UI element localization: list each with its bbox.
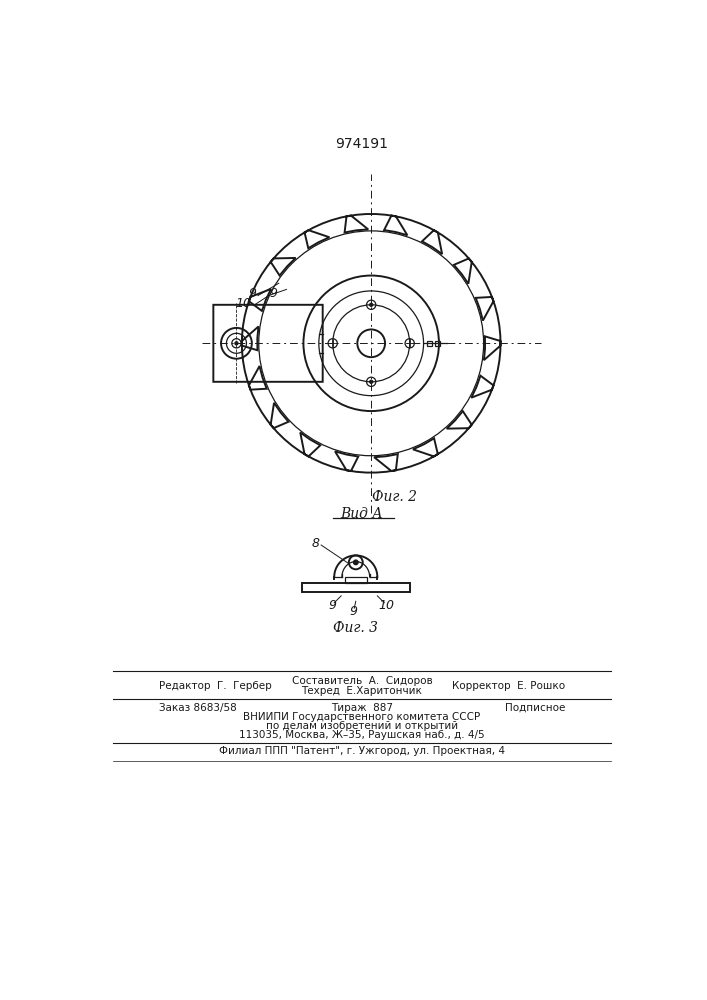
Text: Заказ 8683/58: Заказ 8683/58 <box>160 703 237 713</box>
Text: Составитель  А.  Сидоров: Составитель А. Сидоров <box>291 676 432 686</box>
Text: Техред  Е.Харитончик: Техред Е.Харитончик <box>301 686 422 696</box>
Text: 10: 10 <box>378 599 395 612</box>
Text: 974191: 974191 <box>335 137 388 151</box>
Circle shape <box>235 342 238 345</box>
Text: Вид А: Вид А <box>341 507 383 521</box>
Text: Фиг. 2: Фиг. 2 <box>372 490 417 504</box>
Text: 10: 10 <box>236 297 252 310</box>
Text: Редактор  Г.  Гербер: Редактор Г. Гербер <box>160 681 272 691</box>
Circle shape <box>370 303 373 306</box>
Circle shape <box>370 380 373 383</box>
Text: 113035, Москва, Ж–35, Раушская наб., д. 4/5: 113035, Москва, Ж–35, Раушская наб., д. … <box>239 730 485 740</box>
Text: Подписное: Подписное <box>505 703 565 713</box>
Circle shape <box>354 560 358 565</box>
Text: Тираж  887: Тираж 887 <box>331 703 393 713</box>
Text: 9: 9 <box>269 287 278 300</box>
Text: 9: 9 <box>248 287 257 300</box>
Text: 9: 9 <box>349 605 358 618</box>
Text: 9: 9 <box>329 599 337 612</box>
Text: Филиал ППП "Патент", г. Ужгород, ул. Проектная, 4: Филиал ППП "Патент", г. Ужгород, ул. Про… <box>219 746 505 756</box>
Text: ВНИИПИ Государственного комитета СССР: ВНИИПИ Государственного комитета СССР <box>243 712 481 722</box>
Text: по делам изобретений и открытий: по делам изобретений и открытий <box>266 721 458 731</box>
Text: Фиг. 3: Фиг. 3 <box>333 621 378 635</box>
Text: 8: 8 <box>312 537 320 550</box>
Text: Корректор  Е. Рошко: Корректор Е. Рошко <box>452 681 565 691</box>
